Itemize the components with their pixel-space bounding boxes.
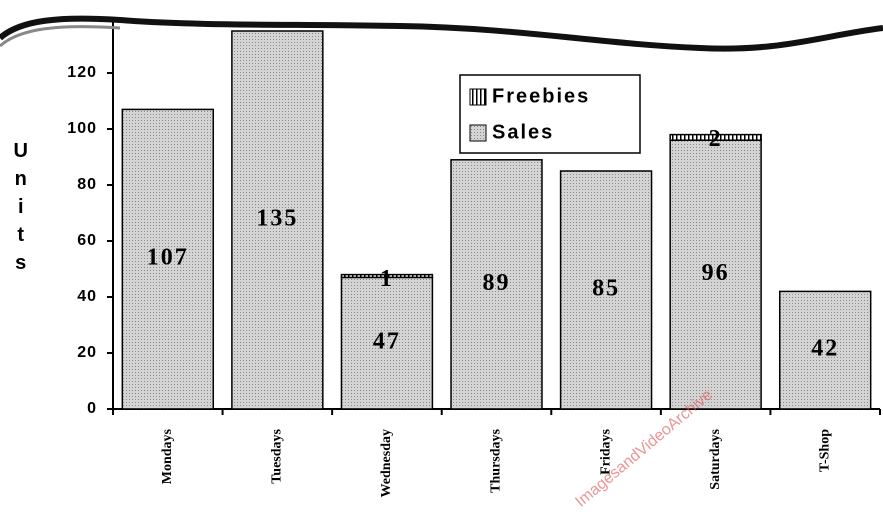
y-tick-label: 80 (77, 176, 97, 193)
y-tick-label: 40 (77, 288, 97, 305)
legend-box (459, 74, 641, 154)
y-tick-label: 100 (67, 120, 97, 137)
y-tick-label: 0 (87, 400, 97, 417)
plot-area: 020406080100120140Mondays107Tuesdays135W… (67, 8, 881, 511)
bar-segment (121, 108, 215, 410)
data-label: 135 (256, 206, 298, 232)
legend-label: Freebies (492, 85, 590, 107)
data-label: 85 (592, 276, 620, 302)
bar-segment (669, 133, 762, 141)
bar-segment (669, 139, 762, 410)
data-label: 107 (147, 245, 189, 271)
bar-segment (231, 30, 324, 410)
data-label: 42 (811, 336, 839, 362)
y-tick-label: 20 (77, 344, 97, 361)
banner-shadow (0, 25, 121, 48)
x-tick-label: Mondays (160, 428, 175, 484)
banner-edge (0, 15, 883, 52)
legend-label: Sales (492, 121, 554, 143)
x-tick-label: Saturdays (708, 428, 723, 489)
data-label: 89 (483, 270, 511, 296)
data-label: 2 (709, 126, 723, 152)
bar-segment (778, 290, 872, 410)
bar-segment (340, 273, 434, 279)
bar-segment (450, 159, 543, 410)
bar-segment (340, 276, 434, 410)
data-label: 47 (373, 329, 401, 355)
y-axis-label: Units (10, 140, 32, 280)
y-tick-label: 120 (67, 64, 97, 81)
data-label: 1 (380, 266, 394, 292)
x-tick-label: Tuesdays (270, 428, 285, 483)
x-tick-label: Fridays (598, 428, 613, 474)
x-tick-label: T-Shop (817, 429, 832, 472)
legend-swatch (469, 88, 487, 106)
x-tick-label: Wednesday (379, 429, 394, 497)
x-tick-label: Thursdays (489, 428, 504, 492)
data-label: 96 (702, 260, 730, 286)
y-tick-label: 60 (77, 232, 97, 249)
legend-swatch (469, 124, 487, 142)
bar-segment (559, 170, 653, 410)
